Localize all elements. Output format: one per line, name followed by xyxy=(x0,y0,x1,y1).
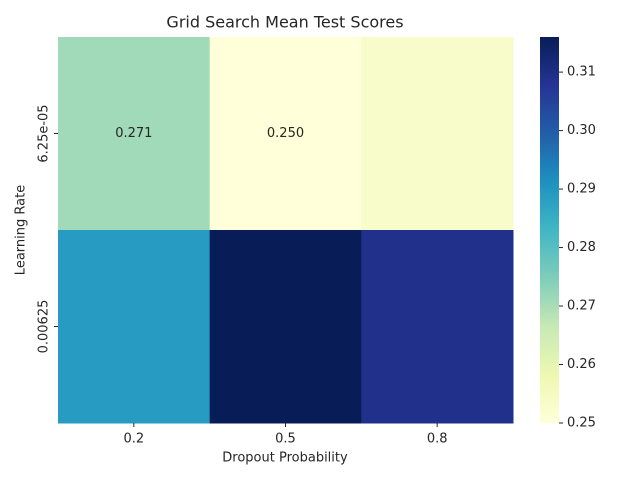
colorbar-tick-label: 0.30 xyxy=(567,123,596,138)
colorbar xyxy=(540,37,559,423)
heatmap-cell xyxy=(58,230,211,424)
colorbar-tick-label: 0.29 xyxy=(567,182,596,197)
heatmap-cell xyxy=(58,37,211,231)
heatmap-cell xyxy=(361,230,514,424)
y-tick-label: 6.25e-05 xyxy=(37,104,52,162)
colorbar-tick-label: 0.28 xyxy=(567,240,596,255)
colorbar-tick-label: 0.25 xyxy=(567,416,596,431)
x-axis-label: Dropout Probability xyxy=(222,451,348,466)
x-tick-label: 0.5 xyxy=(275,432,296,447)
cell-label: 0.250 xyxy=(267,126,304,141)
heatmap-cell xyxy=(209,230,362,424)
colorbar-tick-label: 0.31 xyxy=(567,65,596,80)
chart-title: Grid Search Mean Test Scores xyxy=(166,13,403,32)
colorbar-tick-label: 0.27 xyxy=(567,299,596,314)
x-tick-label: 0.8 xyxy=(427,432,448,447)
cell-label: 0.271 xyxy=(115,126,152,141)
heatmap-cell xyxy=(361,37,514,231)
y-axis-label: Learning Rate xyxy=(14,185,29,275)
heatmap-cell xyxy=(209,37,362,231)
colorbar-tick-label: 0.26 xyxy=(567,357,596,372)
x-tick-label: 0.2 xyxy=(123,432,144,447)
y-tick-label: 0.00625 xyxy=(37,300,52,354)
